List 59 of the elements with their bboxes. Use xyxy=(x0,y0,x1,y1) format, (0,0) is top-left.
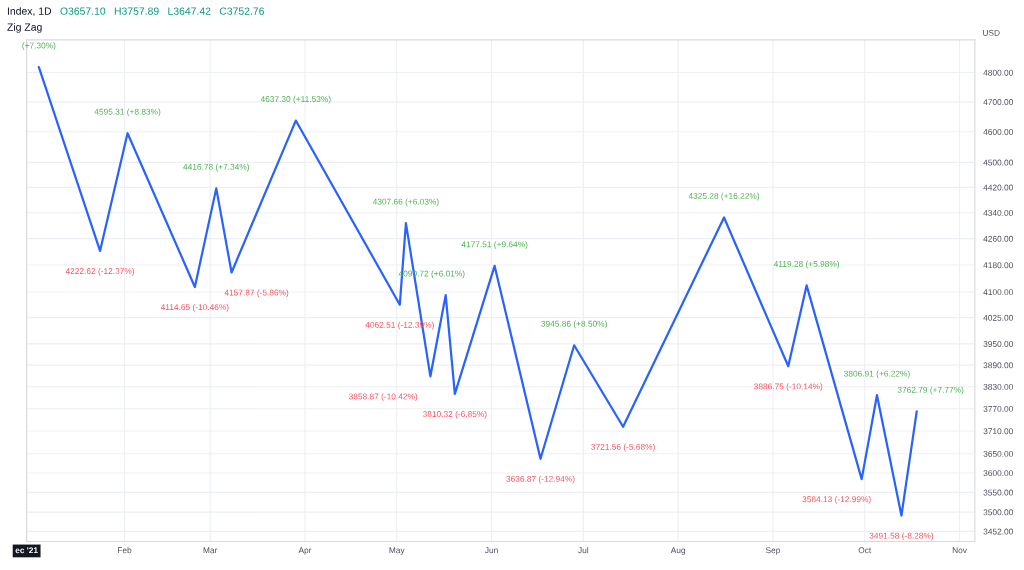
y-tick-label: 3830.00 xyxy=(983,383,1013,390)
data-label: 4157.87 (-5.86%) xyxy=(224,289,289,298)
y-tick-label: 3500.00 xyxy=(983,509,1013,516)
x-tick-label: Aug xyxy=(670,547,686,555)
data-label: 4637.30 (+11.53%) xyxy=(260,95,331,104)
x-tick-label: Oct xyxy=(858,547,872,554)
data-label: 3858.87 (-10.42%) xyxy=(348,393,418,402)
y-tick-label: 4700.00 xyxy=(983,99,1013,105)
y-tick-label: 4800.00 xyxy=(983,69,1013,76)
text: L3647.42 xyxy=(168,7,211,15)
x-tick-label: Sep xyxy=(765,547,781,555)
y-tick-label: 4180.00 xyxy=(983,262,1013,269)
data-label: 4177.51 (+9.64%) xyxy=(461,241,528,249)
data-label: 4114.65 (-10.46%) xyxy=(160,303,229,312)
data-label: 4119.28 (+5.98%) xyxy=(773,260,840,269)
data-label: 3584.13 (-12.99%) xyxy=(802,496,871,504)
data-label: 4595.31 (+8.83%) xyxy=(94,108,161,117)
y-tick-label: 4025.00 xyxy=(983,314,1013,321)
y-tick-label: 3600.00 xyxy=(983,470,1013,477)
x-tick-label: May xyxy=(389,547,405,555)
y-tick-label: 4100.00 xyxy=(983,289,1013,296)
text: H3757.89 xyxy=(114,7,159,15)
data-label: 4325.28 (+16.22%) xyxy=(688,192,760,201)
y-tick-label: 3650.00 xyxy=(983,450,1013,457)
x-tick-label: Jun xyxy=(484,547,498,554)
y-tick-label: 4600.00 xyxy=(983,129,1013,135)
y-tick-label: 3710.00 xyxy=(983,428,1013,435)
y-tick-label: 4500.00 xyxy=(983,159,1013,166)
y-tick-label: 3770.00 xyxy=(983,405,1013,412)
data-label: 3806.91 (+6.22%) xyxy=(844,370,910,379)
data-label: 3721.56 (-5.68%) xyxy=(591,443,655,452)
x-tick-label: Apr xyxy=(298,547,312,555)
x-tick-label: Mar xyxy=(203,547,218,554)
data-label: 3636.87 (-12.94%) xyxy=(506,475,575,484)
text: C3752.76 xyxy=(219,7,264,15)
data-label: 3945.86 (+8.50%) xyxy=(541,320,607,329)
x-tick-label: Feb xyxy=(118,547,132,554)
chart-title: Index, 1D xyxy=(7,7,52,17)
data-label: 3886.75 (-10.14%) xyxy=(754,383,823,392)
data-label: 4416.78 (+7.34%) xyxy=(183,163,249,172)
y-tick-label: 3890.00 xyxy=(983,362,1013,369)
y-tick-label: 3950.00 xyxy=(983,341,1013,347)
data-label: 4307.66 (+6.03%) xyxy=(372,198,439,207)
y-tick-label: 4260.00 xyxy=(983,235,1013,242)
annotation: (+7.30%) xyxy=(22,42,56,51)
data-label: 4222.62 (-12.37%) xyxy=(65,267,135,276)
y-axis-title: USD xyxy=(983,29,1000,36)
x-tick-label: ec '21 xyxy=(15,547,38,554)
y-tick-label: 3550.00 xyxy=(983,489,1013,496)
y-tick-label: 4420.00 xyxy=(983,184,1013,191)
chart-subtitle: Zig Zag xyxy=(7,23,42,33)
data-label: 3810.32 (-6.85%) xyxy=(422,410,487,419)
y-tick-label: 4340.00 xyxy=(983,209,1013,216)
y-tick-label: 3452.00 xyxy=(983,528,1013,535)
data-label: 3762.79 (+7.77%) xyxy=(897,386,964,395)
x-tick-label: Jul xyxy=(578,547,589,554)
data-label: 3491.58 (-8.28%) xyxy=(869,532,934,541)
x-tick-label: Nov xyxy=(952,547,967,554)
text: O3657.10 xyxy=(60,7,106,15)
